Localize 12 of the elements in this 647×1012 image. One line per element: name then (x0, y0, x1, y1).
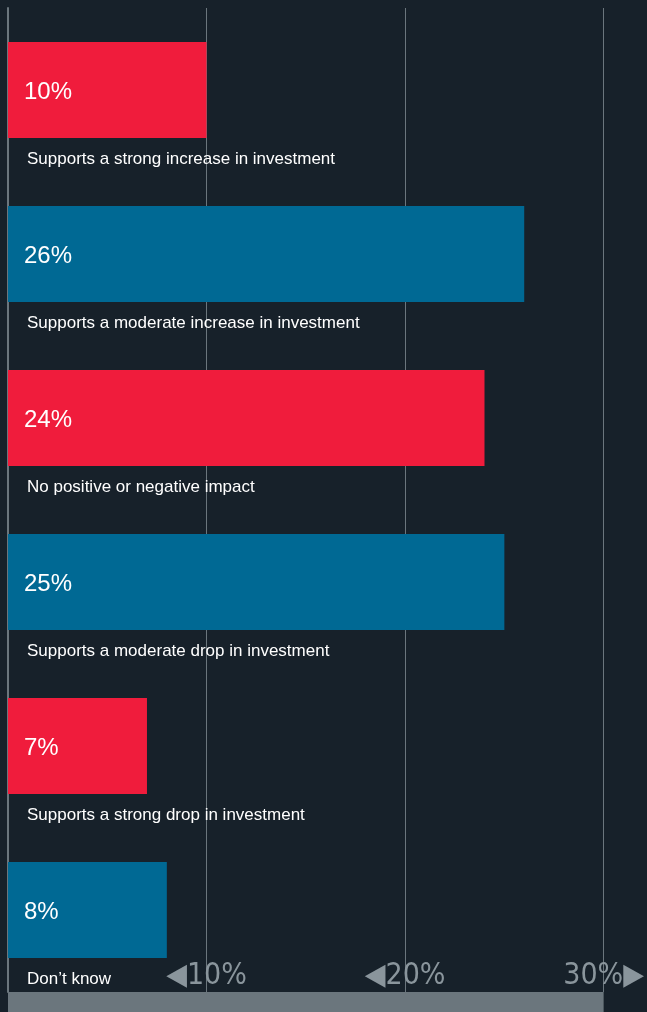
data-label: 8% (24, 896, 59, 924)
y-tick-label: No positive or negative impact (27, 476, 255, 496)
y-tick-label: Supports a moderate increase in investment (27, 312, 360, 332)
data-label: 24% (24, 404, 73, 432)
y-tick-label: Don’t know (27, 968, 112, 988)
data-label: 10% (24, 76, 73, 104)
y-tick-label: Supports a moderate drop in investment (27, 640, 330, 660)
data-label: 25% (24, 568, 73, 596)
data-label: 7% (24, 732, 59, 760)
y-tick-label: Supports a strong drop in investment (27, 804, 306, 824)
data-label: 26% (24, 240, 73, 268)
y-tick-label: Supports a strong increase in investment (27, 148, 336, 168)
